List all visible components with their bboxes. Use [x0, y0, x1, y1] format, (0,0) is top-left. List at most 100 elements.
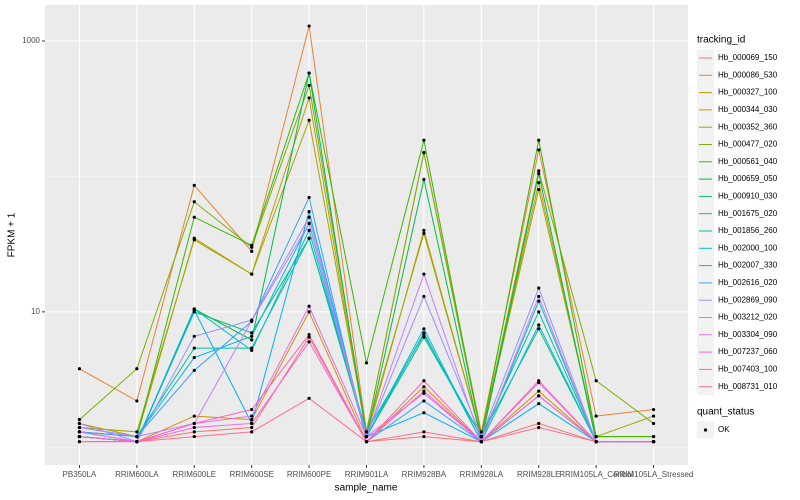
data-point — [537, 187, 541, 192]
data-point — [250, 425, 254, 430]
data-point — [422, 430, 426, 434]
legend-label: Hb_002000_100 — [718, 243, 778, 252]
data-point — [135, 399, 139, 403]
data-point — [192, 200, 196, 204]
legend-title: quant_status — [697, 407, 754, 418]
data-point — [422, 272, 426, 276]
legend-label: Hb_003304_090 — [718, 330, 778, 339]
data-point — [192, 368, 196, 372]
data-point — [364, 361, 369, 365]
y-axis-label: FPKM + 1 — [7, 212, 18, 257]
data-point — [422, 391, 426, 396]
data-point — [364, 440, 369, 444]
data-point — [594, 379, 598, 383]
data-point — [422, 379, 426, 383]
data-point — [250, 331, 254, 335]
data-point — [77, 421, 82, 426]
data-point — [192, 334, 196, 338]
data-point — [135, 434, 139, 439]
data-point — [422, 150, 426, 155]
data-point — [77, 434, 82, 439]
legend-title: tracking_id — [697, 35, 745, 46]
x-tick-label: RRIM600LE — [172, 470, 216, 479]
data-point — [250, 430, 254, 434]
data-point — [307, 215, 311, 219]
data-point — [422, 335, 426, 339]
legend-label: Hb_000910_030 — [718, 192, 778, 201]
data-point — [537, 148, 541, 152]
data-point — [537, 402, 541, 406]
data-point — [192, 430, 196, 434]
data-point — [537, 171, 541, 176]
data-point — [307, 24, 311, 28]
x-tick-label: RRIM901LA — [345, 470, 389, 479]
data-point — [307, 310, 311, 314]
data-point — [192, 238, 196, 242]
data-point — [250, 334, 254, 338]
data-point — [192, 414, 196, 418]
data-point — [307, 228, 311, 232]
legend-label: OK — [718, 425, 730, 434]
legend-label: Hb_002869_090 — [718, 295, 778, 304]
data-point — [537, 379, 541, 383]
legend-label: Hb_002007_330 — [718, 261, 778, 270]
data-point — [307, 96, 311, 100]
x-tick-label: RRIM600PE — [287, 470, 331, 479]
data-point — [250, 407, 254, 412]
data-point — [250, 421, 254, 426]
x-tick-label: RRIM928LE — [517, 470, 561, 479]
data-point — [250, 414, 254, 418]
data-point — [422, 327, 426, 331]
data-point — [250, 272, 254, 276]
data-point — [250, 319, 254, 323]
legend-label: Hb_007403_100 — [718, 365, 778, 374]
data-point — [307, 335, 311, 339]
x-tick-label: RRIM105LA_Stressed — [614, 470, 694, 479]
data-point — [192, 434, 196, 439]
data-point — [250, 243, 254, 247]
data-point — [307, 118, 311, 122]
data-point — [422, 177, 426, 182]
legend-label: Hb_008731_010 — [718, 382, 778, 391]
data-point — [479, 430, 483, 434]
data-point — [537, 299, 541, 303]
data-point — [422, 231, 426, 235]
data-point — [422, 399, 426, 403]
data-point — [422, 138, 426, 142]
data-point — [77, 425, 82, 430]
legend-label: Hb_000086_530 — [718, 70, 778, 79]
data-point — [537, 327, 541, 331]
data-point — [307, 71, 311, 75]
data-point — [307, 210, 311, 214]
data-point — [307, 236, 311, 240]
data-point — [135, 367, 139, 371]
data-point — [250, 348, 254, 352]
data-point — [651, 414, 656, 418]
data-point — [192, 346, 196, 350]
data-point — [537, 294, 541, 299]
x-tick-label: RRIM600SE — [229, 470, 273, 479]
data-point — [307, 396, 311, 400]
data-point — [594, 414, 598, 418]
data-point — [537, 323, 541, 327]
legend-swatch — [703, 428, 708, 432]
legend-label: Hb_007237_060 — [718, 347, 778, 356]
data-point — [537, 310, 541, 314]
data-point — [594, 440, 598, 444]
data-point — [364, 430, 369, 434]
data-point — [135, 430, 139, 434]
data-point — [422, 389, 426, 393]
data-point — [537, 421, 541, 426]
data-point — [135, 440, 139, 444]
x-tick-label: RRIM600LA — [115, 470, 159, 479]
data-point — [651, 440, 656, 444]
legend-label: Hb_000069_150 — [718, 53, 778, 62]
data-point — [307, 304, 311, 308]
data-point — [307, 83, 311, 88]
x-tick-label: RRIM105LA_Control — [559, 470, 633, 479]
data-point — [307, 221, 311, 226]
x-tick-label: RRIM928LA — [460, 470, 504, 479]
data-point — [250, 346, 254, 350]
data-point — [537, 394, 541, 398]
